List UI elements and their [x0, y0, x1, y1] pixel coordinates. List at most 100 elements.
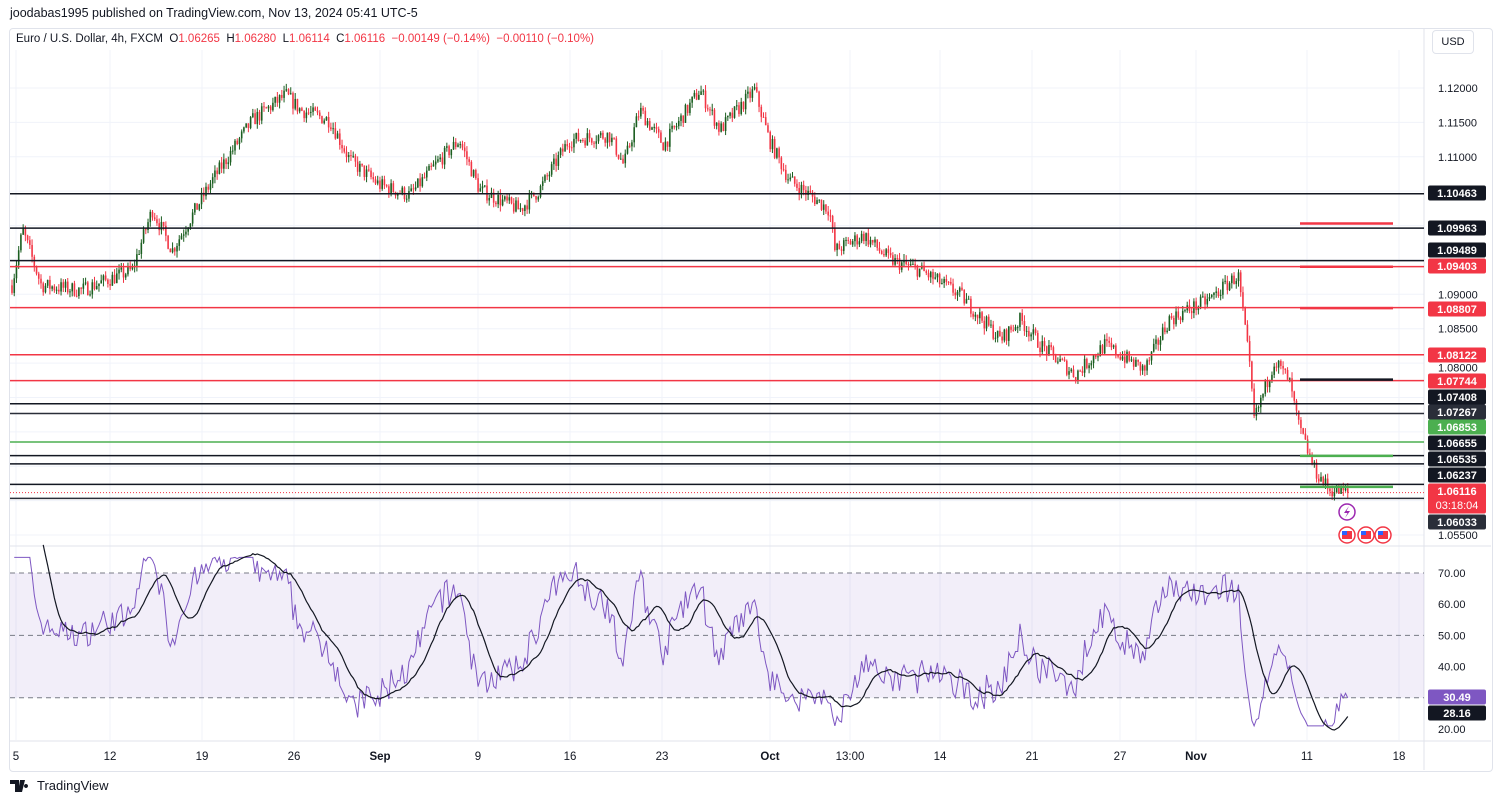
- candle-body: [836, 243, 838, 251]
- candle-body: [595, 141, 598, 144]
- candle-body: [1010, 326, 1012, 330]
- candle-body: [749, 91, 751, 98]
- price-tag-label: 1.09489: [1437, 245, 1477, 257]
- rsi-value-label: 30.49: [1443, 692, 1471, 704]
- price-tag: [1428, 389, 1486, 405]
- candle-body: [211, 177, 214, 184]
- candle-body: [579, 139, 582, 142]
- candle-body: [497, 194, 499, 205]
- candle-body: [1003, 329, 1006, 341]
- candle-body: [916, 265, 919, 277]
- candle-body: [187, 228, 189, 232]
- candle-body: [1072, 369, 1075, 378]
- candle-body: [1177, 311, 1180, 318]
- candle-body: [624, 153, 627, 164]
- candle-body: [528, 194, 531, 210]
- candle-body: [1117, 355, 1119, 357]
- candle-body: [954, 292, 957, 296]
- candle-body: [236, 140, 239, 145]
- candle-body: [925, 271, 928, 274]
- candle-body: [918, 268, 921, 277]
- candle-body: [987, 316, 990, 326]
- candle-body: [724, 117, 727, 132]
- candle-body: [69, 291, 71, 293]
- rsi-line: [14, 555, 1349, 728]
- candle-body: [1025, 330, 1028, 332]
- candle-body: [722, 123, 725, 132]
- candle-body: [905, 260, 908, 265]
- candle-body: [731, 112, 734, 118]
- candle-body: [519, 208, 522, 210]
- candle-body: [376, 180, 379, 184]
- candle-body: [1088, 365, 1090, 369]
- tradingview-logo-text: TradingView: [37, 778, 109, 793]
- candle-body: [871, 239, 874, 243]
- candle-body: [680, 115, 682, 121]
- candle-body: [37, 273, 40, 279]
- candle-body: [782, 169, 785, 171]
- candle-body: [423, 177, 426, 179]
- candle-body: [1181, 310, 1184, 321]
- candle-body: [553, 158, 555, 165]
- candle-body: [390, 183, 392, 194]
- symbol-name[interactable]: Euro / U.S. Dollar, 4h, FXCM: [16, 33, 163, 45]
- candle-body: [1197, 306, 1200, 311]
- candle-body: [1190, 311, 1193, 314]
- candle-body: [55, 289, 58, 291]
- candle-body: [996, 330, 999, 338]
- candle-body: [24, 228, 27, 236]
- candle-body: [562, 148, 564, 152]
- candle-body: [1277, 360, 1280, 368]
- candle-body: [773, 138, 776, 158]
- candle-body: [1094, 355, 1097, 358]
- candle-body: [365, 169, 368, 177]
- candle-body: [611, 137, 613, 143]
- candle-body: [1077, 370, 1079, 381]
- candle-body: [472, 170, 475, 177]
- candle-body: [1150, 351, 1153, 361]
- tradingview-logo[interactable]: TradingView: [10, 778, 109, 793]
- candle-body: [267, 106, 270, 109]
- candle-body: [156, 219, 158, 224]
- candle-body: [1329, 488, 1331, 492]
- candle-body: [1173, 317, 1175, 325]
- candle-body: [1052, 347, 1055, 354]
- candle-body: [628, 145, 631, 147]
- rsi-tick-label: 70.00: [1438, 568, 1466, 580]
- candle-body: [1090, 363, 1093, 366]
- candle-body: [102, 275, 105, 281]
- rsi-tick-label: 50.00: [1438, 630, 1466, 642]
- candle-body: [274, 96, 276, 103]
- candle-body: [42, 283, 45, 293]
- candle-body: [880, 250, 883, 254]
- candle-body: [1141, 365, 1144, 371]
- candle-body: [738, 105, 740, 114]
- price-tag-label: 1.09963: [1437, 223, 1477, 235]
- candle-body: [1119, 356, 1122, 360]
- currency-button[interactable]: USD: [1432, 30, 1474, 54]
- candle-body: [1210, 295, 1213, 297]
- candle-body: [644, 110, 647, 126]
- candle-body: [1268, 379, 1271, 388]
- candle-body: [858, 241, 861, 245]
- candle-body: [778, 148, 780, 158]
- candle-body: [301, 108, 303, 111]
- tradingview-logo-icon: [10, 779, 29, 792]
- candle-body: [945, 279, 948, 282]
- candle-body: [1023, 320, 1026, 332]
- candle-body: [31, 244, 33, 257]
- candle-body: [98, 283, 100, 287]
- candle-body: [189, 223, 192, 229]
- candle-body: [597, 135, 600, 142]
- time-tick-label: 16: [564, 751, 577, 763]
- candle-body: [566, 144, 569, 147]
- candle-body: [443, 147, 446, 165]
- candle-body: [932, 271, 934, 279]
- candle-body: [914, 263, 916, 266]
- candle-body: [1224, 280, 1226, 282]
- candle-body: [1297, 410, 1300, 420]
- candle-body: [809, 190, 812, 193]
- candle-body: [1246, 324, 1249, 342]
- candle-body: [941, 282, 943, 284]
